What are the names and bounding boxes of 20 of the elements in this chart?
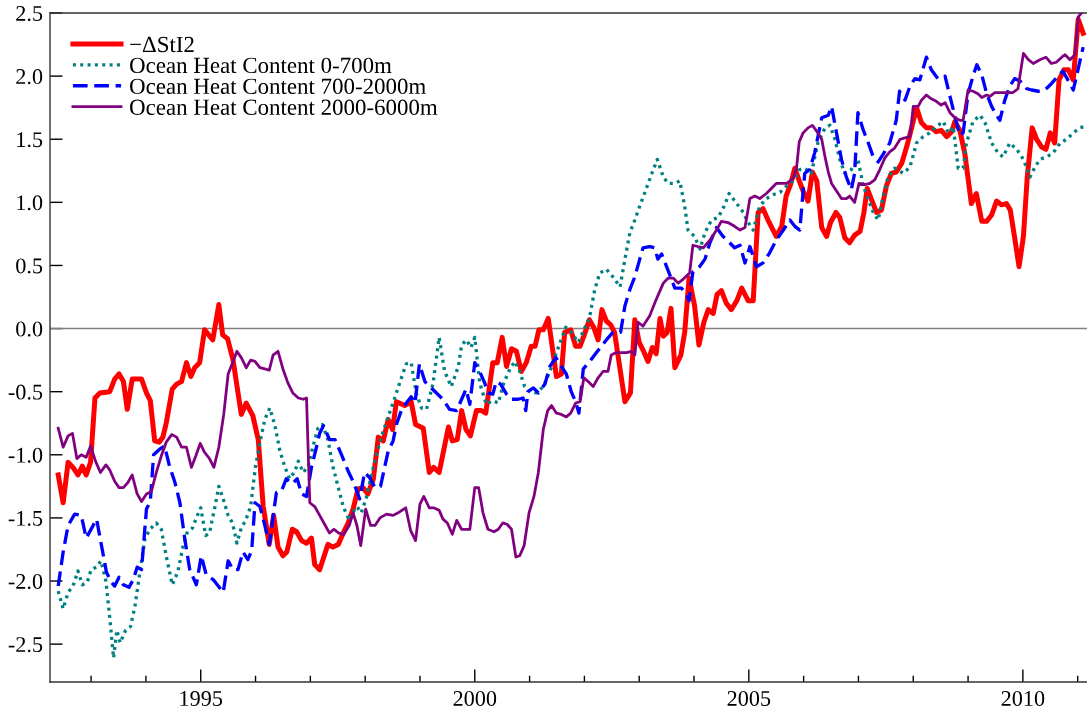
y-tick-label: 0.0 — [16, 321, 43, 337]
y-tick-label: 2.0 — [16, 69, 43, 85]
x-tick-label: 2005 — [727, 690, 771, 706]
y-tick-label: 0.5 — [16, 258, 43, 274]
y-tick-label: -2.0 — [8, 573, 43, 590]
y-tick-label: -1.5 — [8, 510, 43, 526]
legend-label: −ΔStI2 — [130, 36, 194, 53]
y-tick-label: 1.0 — [17, 195, 43, 211]
y-tick-label: -2.5 — [8, 637, 43, 653]
x-tick-label: 2000 — [453, 690, 497, 706]
y-tick-label: -1.0 — [8, 447, 43, 463]
y-tick-label: 1.5 — [17, 132, 43, 148]
legend-label: Ocean Heat Content 2000-6000m — [130, 99, 438, 115]
y-tick-label: -0.5 — [8, 384, 43, 400]
line-series — [56, 113, 1087, 660]
y-tick-label: 2.5 — [16, 5, 43, 22]
x-tick-label: 2010 — [1001, 690, 1045, 706]
legend-label: Ocean Heat Content 0-700m — [130, 57, 392, 74]
x-tick-label: 1995 — [180, 691, 223, 706]
legend-label: Ocean Heat Content 700-2000m — [130, 78, 426, 95]
